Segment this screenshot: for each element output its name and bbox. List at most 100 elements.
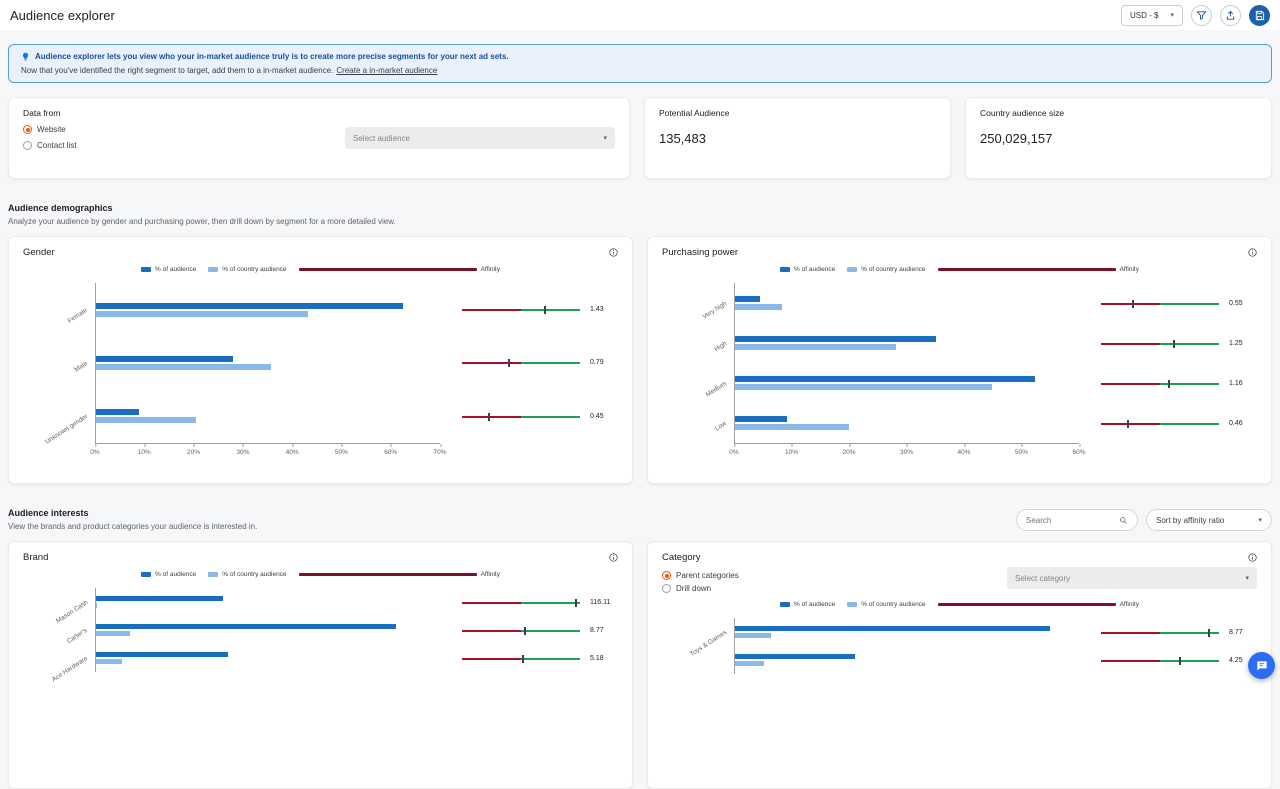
- purchasing-power-chart-title: Purchasing power: [662, 247, 738, 258]
- chart-row: Carter's8.77: [23, 616, 618, 644]
- x-tick-label: 60%: [384, 449, 397, 456]
- affinity-marker: [1173, 340, 1175, 348]
- bars-group: [95, 390, 440, 443]
- country-audience-bar: [96, 311, 308, 317]
- bars-group: [95, 616, 440, 644]
- chart-legend: % of audience% of country audienceAffini…: [23, 571, 618, 578]
- bars-group: [734, 618, 1079, 646]
- x-axis: [23, 672, 618, 688]
- country-audience-bar: [735, 661, 764, 666]
- country-audience-bar: [735, 384, 992, 390]
- info-icon[interactable]: [1248, 553, 1257, 562]
- currency-select[interactable]: USD - $ ▾: [1121, 5, 1183, 26]
- data-from-options: Data from Website Contact list: [23, 108, 77, 150]
- chart-legend: % of audience% of country audienceAffini…: [662, 601, 1257, 608]
- category-chart: % of audience% of country audienceAffini…: [662, 601, 1257, 690]
- legend-item: % of country audience: [847, 266, 925, 273]
- affinity-value: 8.77: [590, 627, 618, 634]
- affinity-red-track: [462, 416, 521, 418]
- interests-charts-row: Brand % of audience% of country audience…: [8, 541, 1272, 789]
- purchasing-power-chart-head: Purchasing power: [662, 247, 1257, 258]
- bars-group: [95, 283, 440, 336]
- chart-row: Very high0.55: [662, 283, 1257, 323]
- banner-headline: Audience explorer lets you view who your…: [21, 52, 1259, 61]
- radio-parent-categories-label: Parent categories: [676, 571, 739, 580]
- affinity-green-track: [521, 416, 580, 418]
- category-label: [662, 646, 734, 674]
- country-audience-bar: [735, 633, 771, 638]
- affinity-swatch: [938, 268, 1116, 271]
- audience-bar: [735, 336, 936, 342]
- radio-drill-down[interactable]: Drill down: [662, 584, 739, 593]
- info-icon[interactable]: [609, 248, 618, 257]
- chevron-down-icon: ▾: [603, 134, 607, 142]
- sort-select[interactable]: Sort by affinity ratio ▾: [1146, 509, 1272, 531]
- legend-item: % of audience: [780, 601, 835, 608]
- x-ticks: 0%10%20%30%40%50%60%70%: [95, 443, 440, 459]
- audience-select[interactable]: Select audience ▾: [345, 127, 615, 149]
- filter-button[interactable]: [1191, 5, 1212, 26]
- legend-label: % of country audience: [861, 266, 925, 273]
- affinity-indicator: [462, 598, 580, 607]
- affinity-marker: [1132, 300, 1134, 308]
- interests-section-head: Audience interests View the brands and p…: [8, 508, 1272, 531]
- affinity-green-track: [1160, 343, 1219, 345]
- search-input[interactable]: [1026, 516, 1116, 525]
- banner-subtext-text: Now that you've identified the right seg…: [21, 66, 333, 75]
- chart-legend: % of audience% of country audienceAffini…: [23, 266, 618, 273]
- bars-group: [95, 588, 440, 616]
- chart-plot: Very high0.55High1.25Medium1.16Low0.460%…: [662, 283, 1257, 459]
- x-ticks: 0%10%20%30%40%50%60%: [734, 443, 1079, 459]
- bars-group: [734, 363, 1079, 403]
- interests-subtitle: View the brands and product categories y…: [8, 522, 257, 531]
- radio-website[interactable]: Website: [23, 125, 77, 134]
- radio-contact-list[interactable]: Contact list: [23, 141, 77, 150]
- x-tick-label: 50%: [335, 449, 348, 456]
- create-in-market-audience-link[interactable]: Create a in-market audience: [336, 66, 437, 75]
- affinity-marker: [575, 599, 577, 607]
- brand-chart-card: Brand % of audience% of country audience…: [8, 541, 633, 789]
- affinity-value: 0.45: [590, 413, 618, 420]
- audience-bar: [735, 654, 855, 659]
- audience-bar: [96, 409, 139, 415]
- radio-parent-categories[interactable]: Parent categories: [662, 571, 739, 580]
- category-select[interactable]: Select category ▾: [1007, 567, 1257, 589]
- chat-button[interactable]: [1248, 652, 1275, 679]
- x-tick-label: 10%: [785, 449, 798, 456]
- chart-plot: Mason Cash116.11Carter's8.77Ace Hardware…: [23, 588, 618, 688]
- affinity-green-track: [1160, 303, 1219, 305]
- legend-label: Affinity: [1120, 266, 1139, 273]
- country-audience-swatch: [847, 267, 857, 272]
- affinity-value: 1.16: [1229, 380, 1257, 387]
- affinity-red-track: [462, 602, 521, 604]
- affinity-swatch: [299, 573, 477, 576]
- info-icon[interactable]: [1248, 248, 1257, 257]
- x-ticks: [95, 672, 440, 688]
- bars-group: [95, 644, 440, 672]
- affinity-green-track: [521, 309, 580, 311]
- sort-select-value: Sort by affinity ratio: [1156, 516, 1224, 525]
- demographics-subtitle: Analyze your audience by gender and purc…: [8, 217, 1272, 226]
- affinity-indicator: [462, 412, 580, 421]
- category-label: High: [662, 323, 734, 363]
- save-button[interactable]: [1249, 5, 1270, 26]
- affinity-indicator: [462, 358, 580, 367]
- potential-audience-value: 135,483: [659, 131, 936, 146]
- info-icon[interactable]: [609, 553, 618, 562]
- chart-row: 4.25: [662, 646, 1257, 674]
- chart-rows: Toys & Games8.774.25: [662, 618, 1257, 674]
- chart-rows: Mason Cash116.11Carter's8.77Ace Hardware…: [23, 588, 618, 672]
- search-box[interactable]: [1016, 509, 1138, 531]
- affinity-green-track: [521, 602, 580, 604]
- brand-chart-head: Brand: [23, 552, 618, 563]
- gender-chart: % of audience% of country audienceAffini…: [23, 266, 618, 459]
- affinity-value: 5.18: [590, 655, 618, 662]
- chevron-down-icon: ▾: [1170, 11, 1174, 19]
- category-radio-group: Parent categories Drill down: [662, 567, 739, 593]
- x-axis: [662, 674, 1257, 690]
- category-label: Female: [23, 283, 95, 336]
- affinity-indicator: [1101, 379, 1219, 388]
- export-button[interactable]: [1220, 5, 1241, 26]
- chart-row: Female1.43: [23, 283, 618, 336]
- legend-label: % of country audience: [222, 571, 286, 578]
